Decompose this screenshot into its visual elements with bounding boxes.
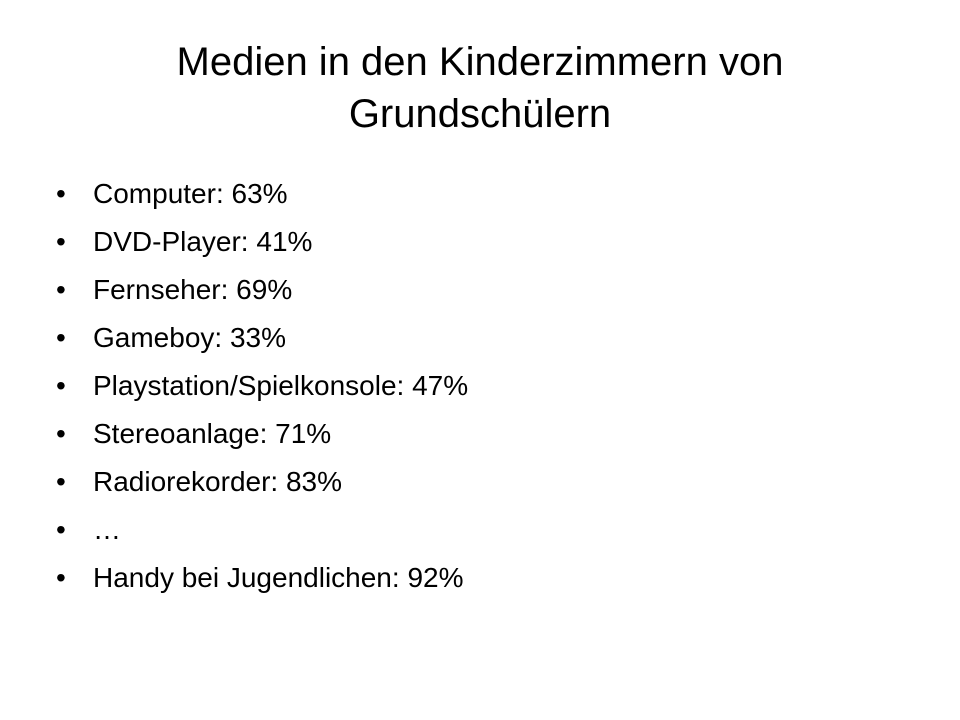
- bullet-icon: •: [56, 370, 66, 401]
- list-item-text: Radiorekorder: 83%: [93, 466, 343, 497]
- list-item: • Fernseher: 69%: [56, 266, 468, 314]
- bullet-icon: •: [56, 466, 66, 497]
- list-item-text: Playstation/Spielkonsole: 47%: [93, 370, 469, 401]
- list-item: • DVD-Player: 41%: [56, 218, 468, 266]
- list-item-text: …: [93, 514, 121, 545]
- list-item-text: Fernseher: 69%: [93, 274, 293, 305]
- list-item-text: Gameboy: 33%: [93, 322, 286, 353]
- list-item: • Playstation/Spielkonsole: 47%: [56, 362, 468, 410]
- slide-title: Medien in den Kinderzimmern von Grundsch…: [176, 40, 784, 136]
- list-item: • Computer: 63%: [56, 170, 468, 218]
- list-item-text: DVD-Player: 41%: [93, 226, 313, 257]
- list-item: • Handy bei Jugendlichen: 92%: [56, 554, 468, 602]
- bullet-list: • Computer: 63% • DVD-Player: 41% • Fern…: [56, 170, 468, 602]
- list-item-text: Handy bei Jugendlichen: 92%: [93, 562, 464, 593]
- bullet-icon: •: [56, 322, 66, 353]
- bullet-icon: •: [56, 418, 66, 449]
- list-item-text: Computer: 63%: [93, 178, 288, 209]
- list-item: • Stereoanlage: 71%: [56, 410, 468, 458]
- list-item: • Radiorekorder: 83%: [56, 458, 468, 506]
- bullet-icon: •: [56, 226, 66, 257]
- bullet-icon: •: [56, 562, 66, 593]
- list-item-text: Stereoanlage: 71%: [93, 418, 332, 449]
- list-item: • …: [56, 506, 468, 554]
- bullet-icon: •: [56, 514, 66, 545]
- bullet-icon: •: [56, 178, 66, 209]
- list-item: • Gameboy: 33%: [56, 314, 468, 362]
- bullet-icon: •: [56, 274, 66, 305]
